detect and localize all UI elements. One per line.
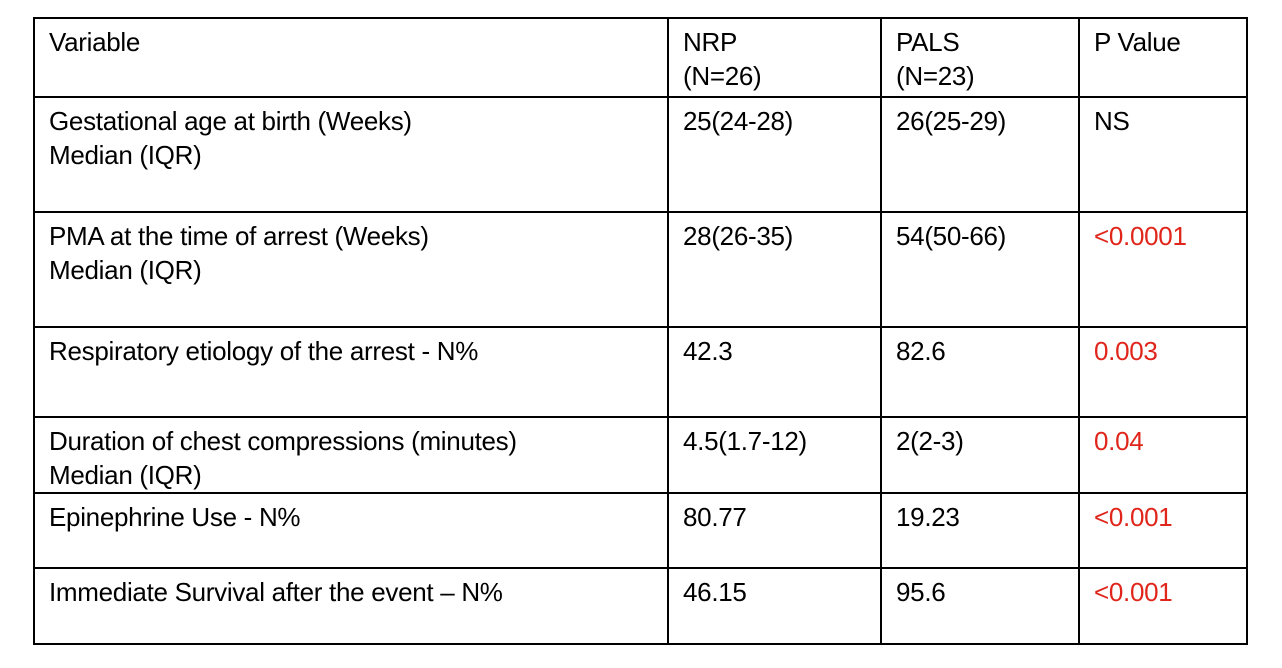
pals-value: 95.6 (880, 567, 1080, 645)
pals-value: 82.6 (880, 326, 1080, 418)
p-value: <0.001 (1078, 492, 1248, 569)
table-row: Duration of chest compressions (minutes)… (33, 416, 1248, 494)
pals-value: 54(50-66) (880, 211, 1080, 328)
header-pvalue-label: P Value (1094, 27, 1181, 57)
variable-name: Respiratory etiology of the arrest - N% (49, 336, 479, 366)
variable-name: Immediate Survival after the event – N% (49, 577, 503, 607)
header-nrp-label: NRP (683, 27, 737, 57)
p-value: <0.001 (1078, 567, 1248, 645)
p-value: NS (1078, 96, 1248, 213)
header-nrp-count: (N=26) (683, 61, 762, 91)
variable-statistic: Median (IQR) (49, 140, 202, 170)
variable-name: Epinephrine Use - N% (49, 502, 301, 532)
variable-cell: Duration of chest compressions (minutes)… (33, 416, 669, 494)
variable-cell: Epinephrine Use - N% (33, 492, 669, 569)
header-pvalue: P Value (1078, 17, 1248, 98)
variable-cell: PMA at the time of arrest (Weeks) Median… (33, 211, 669, 328)
nrp-value: 46.15 (667, 567, 882, 645)
variable-cell: Respiratory etiology of the arrest - N% (33, 326, 669, 418)
header-row: Variable NRP (N=26) PALS (N=23) P Value (33, 17, 1248, 98)
pals-value: 19.23 (880, 492, 1080, 569)
variable-name: PMA at the time of arrest (Weeks) (49, 221, 429, 251)
table-row: Immediate Survival after the event – N% … (33, 567, 1248, 645)
header-pals: PALS (N=23) (880, 17, 1080, 98)
p-value: <0.0001 (1078, 211, 1248, 328)
variable-statistic: Median (IQR) (49, 255, 202, 285)
header-variable-label: Variable (49, 27, 141, 57)
pals-value: 2(2-3) (880, 416, 1080, 494)
pals-value: 26(25-29) (880, 96, 1080, 213)
variable-statistic: Median (IQR) (49, 460, 202, 490)
nrp-value: 25(24-28) (667, 96, 882, 213)
p-value: 0.003 (1078, 326, 1248, 418)
table-row: Gestational age at birth (Weeks) Median … (33, 96, 1248, 213)
table-row: Respiratory etiology of the arrest - N% … (33, 326, 1248, 418)
header-nrp: NRP (N=26) (667, 17, 882, 98)
table-row: PMA at the time of arrest (Weeks) Median… (33, 211, 1248, 328)
comparison-table: Variable NRP (N=26) PALS (N=23) P Value … (33, 17, 1248, 645)
nrp-value: 42.3 (667, 326, 882, 418)
variable-name: Gestational age at birth (Weeks) (49, 106, 412, 136)
header-pals-label: PALS (896, 27, 960, 57)
table-row: Epinephrine Use - N% 80.77 19.23 <0.001 (33, 492, 1248, 569)
variable-name: Duration of chest compressions (minutes) (49, 426, 517, 456)
nrp-value: 28(26-35) (667, 211, 882, 328)
variable-cell: Gestational age at birth (Weeks) Median … (33, 96, 669, 213)
header-variable: Variable (33, 17, 669, 98)
nrp-value: 4.5(1.7-12) (667, 416, 882, 494)
header-pals-count: (N=23) (896, 61, 975, 91)
p-value: 0.04 (1078, 416, 1248, 494)
variable-cell: Immediate Survival after the event – N% (33, 567, 669, 645)
nrp-value: 80.77 (667, 492, 882, 569)
